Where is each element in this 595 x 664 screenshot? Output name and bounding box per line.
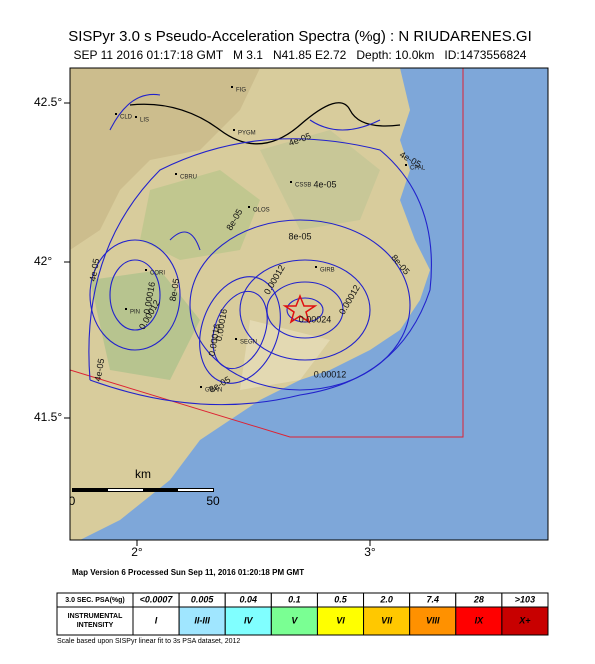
subtitle: SEP 11 2016 01:17:18 GMT M 3.1 N41.85 E2… — [74, 48, 527, 62]
intensity: VII — [381, 615, 393, 625]
psa-value: 0.5 — [334, 594, 348, 604]
hills — [90, 270, 200, 380]
place-marker — [200, 386, 202, 388]
place-label: FIG — [236, 88, 246, 94]
scale-bar — [178, 489, 213, 491]
place-label: LIS — [140, 118, 149, 124]
map-frame — [69, 67, 549, 541]
lon-label: 3° — [364, 545, 376, 559]
psa-value: 28 — [473, 594, 484, 604]
contour-label: 8e-05 — [288, 231, 311, 241]
legend-color — [316, 606, 365, 636]
legend-color — [132, 606, 180, 636]
legend-header: INSTRUMENTAL — [68, 613, 123, 620]
scale-note: Scale based upon SISPyr linear fit to 3s… — [57, 638, 240, 645]
place-marker — [290, 181, 292, 183]
place-label: GIRB — [320, 268, 335, 274]
intensity: IX — [475, 615, 485, 625]
scale-unit: km — [135, 467, 151, 481]
scale-bar — [108, 489, 143, 491]
place-label: CORI — [150, 271, 165, 277]
psa-value: <0.0007 — [140, 594, 174, 604]
hills — [140, 170, 260, 260]
lat-label: 42° — [34, 254, 52, 268]
hills — [260, 130, 380, 230]
place-label: CBRU — [180, 175, 197, 181]
places: FIG CLD LIS PYGM CBRU CSSB OLOS CORI GIRB CPAL GRA… — [115, 86, 426, 394]
lat-label: 41.5° — [34, 410, 62, 424]
legend-color — [409, 606, 457, 636]
intensity: I — [155, 615, 158, 625]
place-marker — [115, 113, 117, 115]
title: SISPyr 3.0 s Pseudo-Acceleration Spectra… — [68, 28, 532, 45]
legend-header: INTENSITY — [77, 622, 114, 629]
place-marker — [235, 338, 237, 340]
epicenter — [282, 293, 318, 324]
place-label: CSSB — [295, 183, 311, 189]
contour-label: 0.00012 — [314, 369, 347, 379]
place-label: GRAN — [205, 388, 222, 394]
intensity: X+ — [518, 615, 531, 625]
psa-value: 0.04 — [240, 594, 258, 604]
legend-cell — [56, 606, 134, 636]
place-marker — [135, 116, 137, 118]
legend-header: 3.0 SEC. PSA(%g) — [65, 597, 125, 604]
border — [129, 102, 401, 145]
contour-label: 4e-05 — [313, 179, 336, 189]
legend-color — [501, 606, 549, 636]
scale-end: 50 — [206, 494, 220, 508]
contour-label: 8e-05 — [167, 278, 181, 302]
place-label: PYGM — [238, 131, 256, 137]
map: 4e-054e-054e-058e-058e-058e-058e-050.000… — [69, 68, 548, 540]
place-marker — [405, 164, 407, 166]
legend-color — [270, 606, 318, 636]
place-label: SEGN — [240, 340, 257, 346]
psa-value: 2.0 — [379, 594, 393, 604]
intensity: V — [291, 615, 298, 625]
mountains — [70, 68, 260, 250]
scale-start: 0 — [69, 494, 76, 508]
psa-value: >103 — [515, 594, 535, 604]
lon-label: 2° — [131, 545, 143, 559]
place-marker — [175, 173, 177, 175]
contour-label: 4e-05 — [92, 358, 106, 382]
intensity: VI — [336, 615, 345, 625]
place-marker — [248, 206, 250, 208]
sea — [80, 68, 548, 540]
intensity: IV — [244, 615, 254, 625]
map-ticks: 42.5° 42° 41.5° 2° 3° — [34, 95, 376, 559]
intensity: II-III — [194, 615, 210, 625]
contour-label: 0.00024 — [299, 314, 332, 324]
zone-boundary — [70, 68, 464, 438]
legend-color — [455, 606, 503, 636]
psa-value: 0.005 — [191, 594, 215, 604]
legend-color — [224, 606, 272, 636]
place-marker — [315, 266, 317, 268]
map-version: Map Version 6 Processed Sun Sep 11, 2016… — [72, 568, 304, 577]
place-label: PIN — [130, 310, 140, 316]
place-marker — [233, 129, 235, 131]
place-marker — [231, 86, 233, 88]
psa-value: 0.1 — [288, 594, 301, 604]
intensity: VIII — [426, 615, 440, 625]
place-marker — [125, 308, 127, 310]
lat-label: 42.5° — [34, 95, 62, 109]
legend: 3.0 SEC. PSA(%g) INSTRUMENTAL INTENSITY <0.… — [56, 592, 549, 636]
place-label: CLD — [120, 115, 133, 121]
contour-label: 4e-05 — [87, 258, 101, 282]
place-marker — [145, 269, 147, 271]
place-label: OLOS — [253, 208, 270, 214]
legend-color — [178, 606, 226, 636]
contours — [88, 93, 432, 406]
place-label: CPAL — [410, 166, 426, 172]
psa-value: 7.4 — [426, 594, 439, 604]
